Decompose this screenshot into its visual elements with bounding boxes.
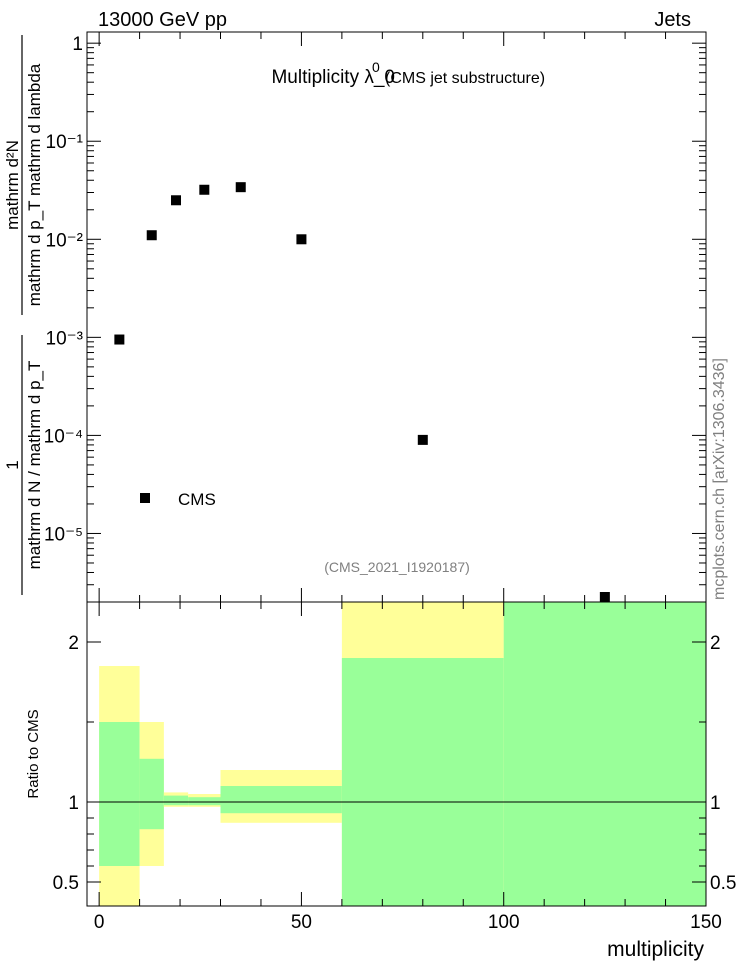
header-energy: 13000 GeV pp [98,9,227,31]
x-axis-label: multiplicity [607,938,704,961]
ratio-green-band [341,658,504,906]
main-y-tick-label: 10⁻³ [46,328,84,349]
data-point [114,334,125,345]
plot-title-superscript: 0 [372,59,380,75]
main-y-tick-label: 10⁻¹ [46,132,84,153]
data-point [599,592,610,602]
ratio-y-tick-label-right: 0.5 [710,873,736,894]
ratio-green-band [188,797,221,806]
ratio-green-band [163,795,189,806]
ratio-bands [99,602,706,906]
data-markers [114,182,610,602]
main-panel: 1 10⁻¹ 10⁻² 10⁻³ 10⁻⁴ 10⁻⁵ Multiplicity λ_0 0… [3,31,728,603]
x-tick-label: 50 [291,912,312,933]
y-axis-label: 1 mathrm d N / mathrm d p_T mathrm d²N m… [3,35,44,595]
main-y-tick-label: 10⁻² [46,230,84,251]
ratio-frame [86,601,707,907]
data-point [296,234,307,245]
y-label-left-num: 1 [3,460,22,469]
y-label-left-den: mathrm d N / mathrm d p_T [25,361,44,570]
ratio-green-band [503,602,706,906]
ratio-y-tick-label-left: 1 [68,793,79,814]
legend-label: CMS [178,490,216,509]
ratio-y-tick-label-left: 0.5 [53,873,79,894]
ratio-green-band [99,722,140,866]
plot-title-subtitle: (CMS jet substructure) [385,70,545,87]
ratio-ticks: 0.5 0.5 1 1 2 2 0 50 100 150 [53,602,736,933]
ratio-green-band [220,786,342,814]
ratio-panel: 0.5 0.5 1 1 2 2 0 50 100 150 Ratio to CMS multipl… [25,601,736,961]
plot-title: Multiplicity λ_0 [271,67,395,88]
ratio-green-band [139,758,164,830]
y-label-num: mathrm d²N [3,140,22,230]
x-tick-label: 100 [488,912,520,933]
data-point [199,184,210,195]
header-process: Jets [654,9,691,31]
legend-marker [140,493,150,503]
reference-label: (CMS_2021_I1920187) [324,559,470,575]
main-y-tick-label: 1 [72,34,83,55]
data-point [235,182,246,193]
x-tick-label: 0 [94,912,105,933]
ratio-y-tick-label-left: 2 [68,633,79,654]
x-tick-label: 150 [690,912,722,933]
main-y-tick-label: 10⁻⁴ [44,426,83,447]
ratio-y-tick-label-right: 1 [710,793,721,814]
data-point [146,230,157,241]
ratio-y-tick-label-right: 2 [710,633,721,654]
main-y-tick-label: 10⁻⁵ [44,524,83,545]
y-label-den: mathrm d p_T mathrm d lambda [25,63,44,306]
side-label: mcplots.cern.ch [arXiv:1306.3436] [711,358,728,600]
data-point [417,434,428,445]
main-frame [86,31,707,603]
data-point [171,195,182,206]
main-y-ticks: 1 10⁻¹ 10⁻² 10⁻³ 10⁻⁴ 10⁻⁵ [44,32,707,603]
ratio-y-label: Ratio to CMS [25,709,42,798]
